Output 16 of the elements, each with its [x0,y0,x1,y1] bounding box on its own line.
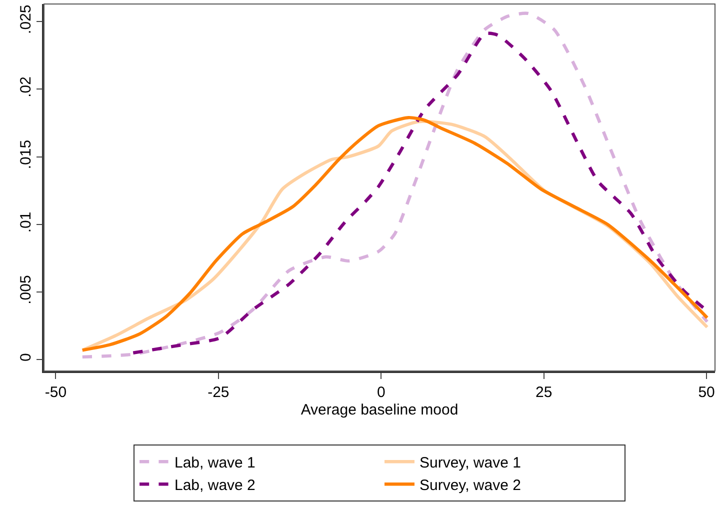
x-tick-label: 50 [698,384,715,401]
x-tick-label: 0 [376,384,386,401]
legend-label: Lab, wave 2 [174,477,256,494]
y-tick-label: .015 [17,140,34,170]
legend-label: Survey, wave 1 [420,454,521,472]
x-axis-title: Average baseline mood [300,401,458,418]
x-tick-label: 25 [535,384,552,401]
y-tick-label: .025 [17,4,34,34]
x-tick-label: -50 [44,384,67,401]
x-tick-label: -25 [208,384,230,401]
y-tick-label: .02 [17,76,34,98]
legend-label: Survey, wave 2 [420,477,521,494]
y-tick-label: .005 [17,275,34,304]
legend-label: Lab, wave 1 [174,454,256,472]
y-tick-label: 0 [17,353,34,362]
y-tick-label: .01 [17,212,34,233]
